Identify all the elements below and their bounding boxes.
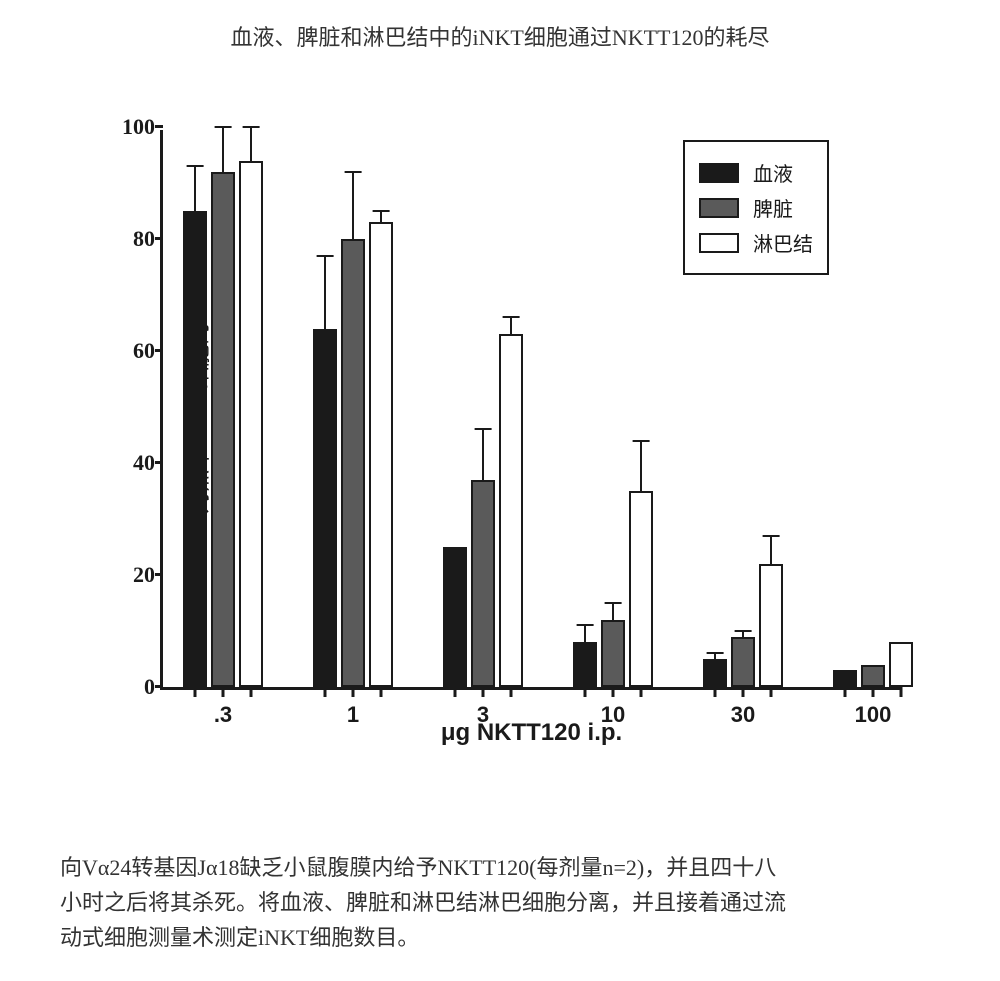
error-cap [605, 602, 622, 604]
error-bar [612, 603, 614, 620]
x-tick-mark [770, 687, 773, 697]
x-tick-label: 1 [347, 702, 359, 728]
x-tick-mark [844, 687, 847, 697]
x-tick-mark [194, 687, 197, 697]
error-cap [215, 126, 232, 128]
caption: 向Vα24转基因Jα18缺乏小鼠腹膜内给予NKTT120(每剂量n=2)，并且四… [60, 850, 940, 956]
x-tick-mark [640, 687, 643, 697]
error-bar [770, 536, 772, 564]
error-bar [222, 127, 224, 172]
error-cap [503, 316, 520, 318]
error-bar [482, 429, 484, 479]
legend-label: 脾脏 [753, 193, 793, 222]
legend-item: 淋巴结 [699, 228, 813, 257]
error-cap [577, 624, 594, 626]
error-bar [640, 441, 642, 491]
error-cap [735, 630, 752, 632]
bar [629, 491, 653, 687]
x-tick-mark [352, 687, 355, 697]
error-cap [707, 652, 724, 654]
y-tick-mark [155, 349, 163, 352]
x-tick-label: 3 [477, 702, 489, 728]
y-tick-label: 0 [144, 674, 155, 700]
bar [889, 642, 913, 687]
bar [183, 211, 207, 687]
bar [601, 620, 625, 687]
error-bar [510, 317, 512, 334]
x-tick-mark [324, 687, 327, 697]
x-tick-label: 10 [601, 702, 625, 728]
y-tick-mark [155, 237, 163, 240]
bar [833, 670, 857, 687]
x-tick-mark [584, 687, 587, 697]
bar [703, 659, 727, 687]
caption-line: 动式细胞测量术测定iNKT细胞数目。 [60, 920, 940, 955]
bar [443, 547, 467, 687]
x-tick-label: 30 [731, 702, 755, 728]
error-cap [763, 535, 780, 537]
x-tick-mark [510, 687, 513, 697]
y-tick-label: 60 [133, 338, 155, 364]
y-tick-label: 40 [133, 450, 155, 476]
legend: 血液脾脏淋巴结 [683, 140, 829, 275]
x-tick-mark [612, 687, 615, 697]
x-tick-mark [222, 687, 225, 697]
error-bar [324, 256, 326, 329]
x-tick-mark [482, 687, 485, 697]
bar [341, 239, 365, 687]
bar [573, 642, 597, 687]
x-tick-label: .3 [214, 702, 232, 728]
legend-item: 脾脏 [699, 193, 813, 222]
x-tick-mark [742, 687, 745, 697]
chart-title: 血液、脾脏和淋巴结中的iNKT细胞通过NKTT120的耗尽 [0, 20, 1000, 52]
chart-area: 对照中6B11+细胞的% μg NKTT120 i.p. 02040608010… [80, 110, 940, 750]
error-cap [187, 165, 204, 167]
error-bar [380, 211, 382, 222]
bar [369, 222, 393, 687]
bar [499, 334, 523, 687]
plot-region: 对照中6B11+细胞的% μg NKTT120 i.p. 02040608010… [160, 130, 900, 690]
x-tick-label: 100 [855, 702, 892, 728]
y-tick-label: 100 [122, 114, 155, 140]
x-tick-mark [900, 687, 903, 697]
error-cap [633, 440, 650, 442]
bar [471, 480, 495, 687]
error-cap [475, 428, 492, 430]
bar [239, 161, 263, 687]
bar [861, 665, 885, 687]
error-cap [345, 171, 362, 173]
x-axis-label: μg NKTT120 i.p. [441, 719, 622, 747]
error-cap [243, 126, 260, 128]
caption-line: 小时之后将其杀死。将血液、脾脏和淋巴结淋巴细胞分离，并且接着通过流 [60, 885, 940, 920]
y-tick-mark [155, 461, 163, 464]
y-tick-mark [155, 685, 163, 688]
legend-swatch [699, 163, 739, 183]
error-bar [194, 166, 196, 211]
legend-swatch [699, 233, 739, 253]
x-tick-mark [454, 687, 457, 697]
x-tick-mark [380, 687, 383, 697]
bar [313, 329, 337, 687]
x-tick-mark [872, 687, 875, 697]
bar [759, 564, 783, 687]
error-cap [317, 255, 334, 257]
y-tick-label: 80 [133, 226, 155, 252]
error-bar [352, 172, 354, 239]
x-tick-mark [250, 687, 253, 697]
error-bar [250, 127, 252, 161]
legend-item: 血液 [699, 158, 813, 187]
error-bar [584, 625, 586, 642]
y-tick-mark [155, 125, 163, 128]
legend-label: 血液 [753, 158, 793, 187]
bar [211, 172, 235, 687]
error-cap [373, 210, 390, 212]
bar [731, 637, 755, 687]
x-tick-mark [714, 687, 717, 697]
legend-swatch [699, 198, 739, 218]
y-tick-label: 20 [133, 562, 155, 588]
caption-line: 向Vα24转基因Jα18缺乏小鼠腹膜内给予NKTT120(每剂量n=2)，并且四… [60, 850, 940, 885]
y-tick-mark [155, 573, 163, 576]
legend-label: 淋巴结 [753, 228, 813, 257]
